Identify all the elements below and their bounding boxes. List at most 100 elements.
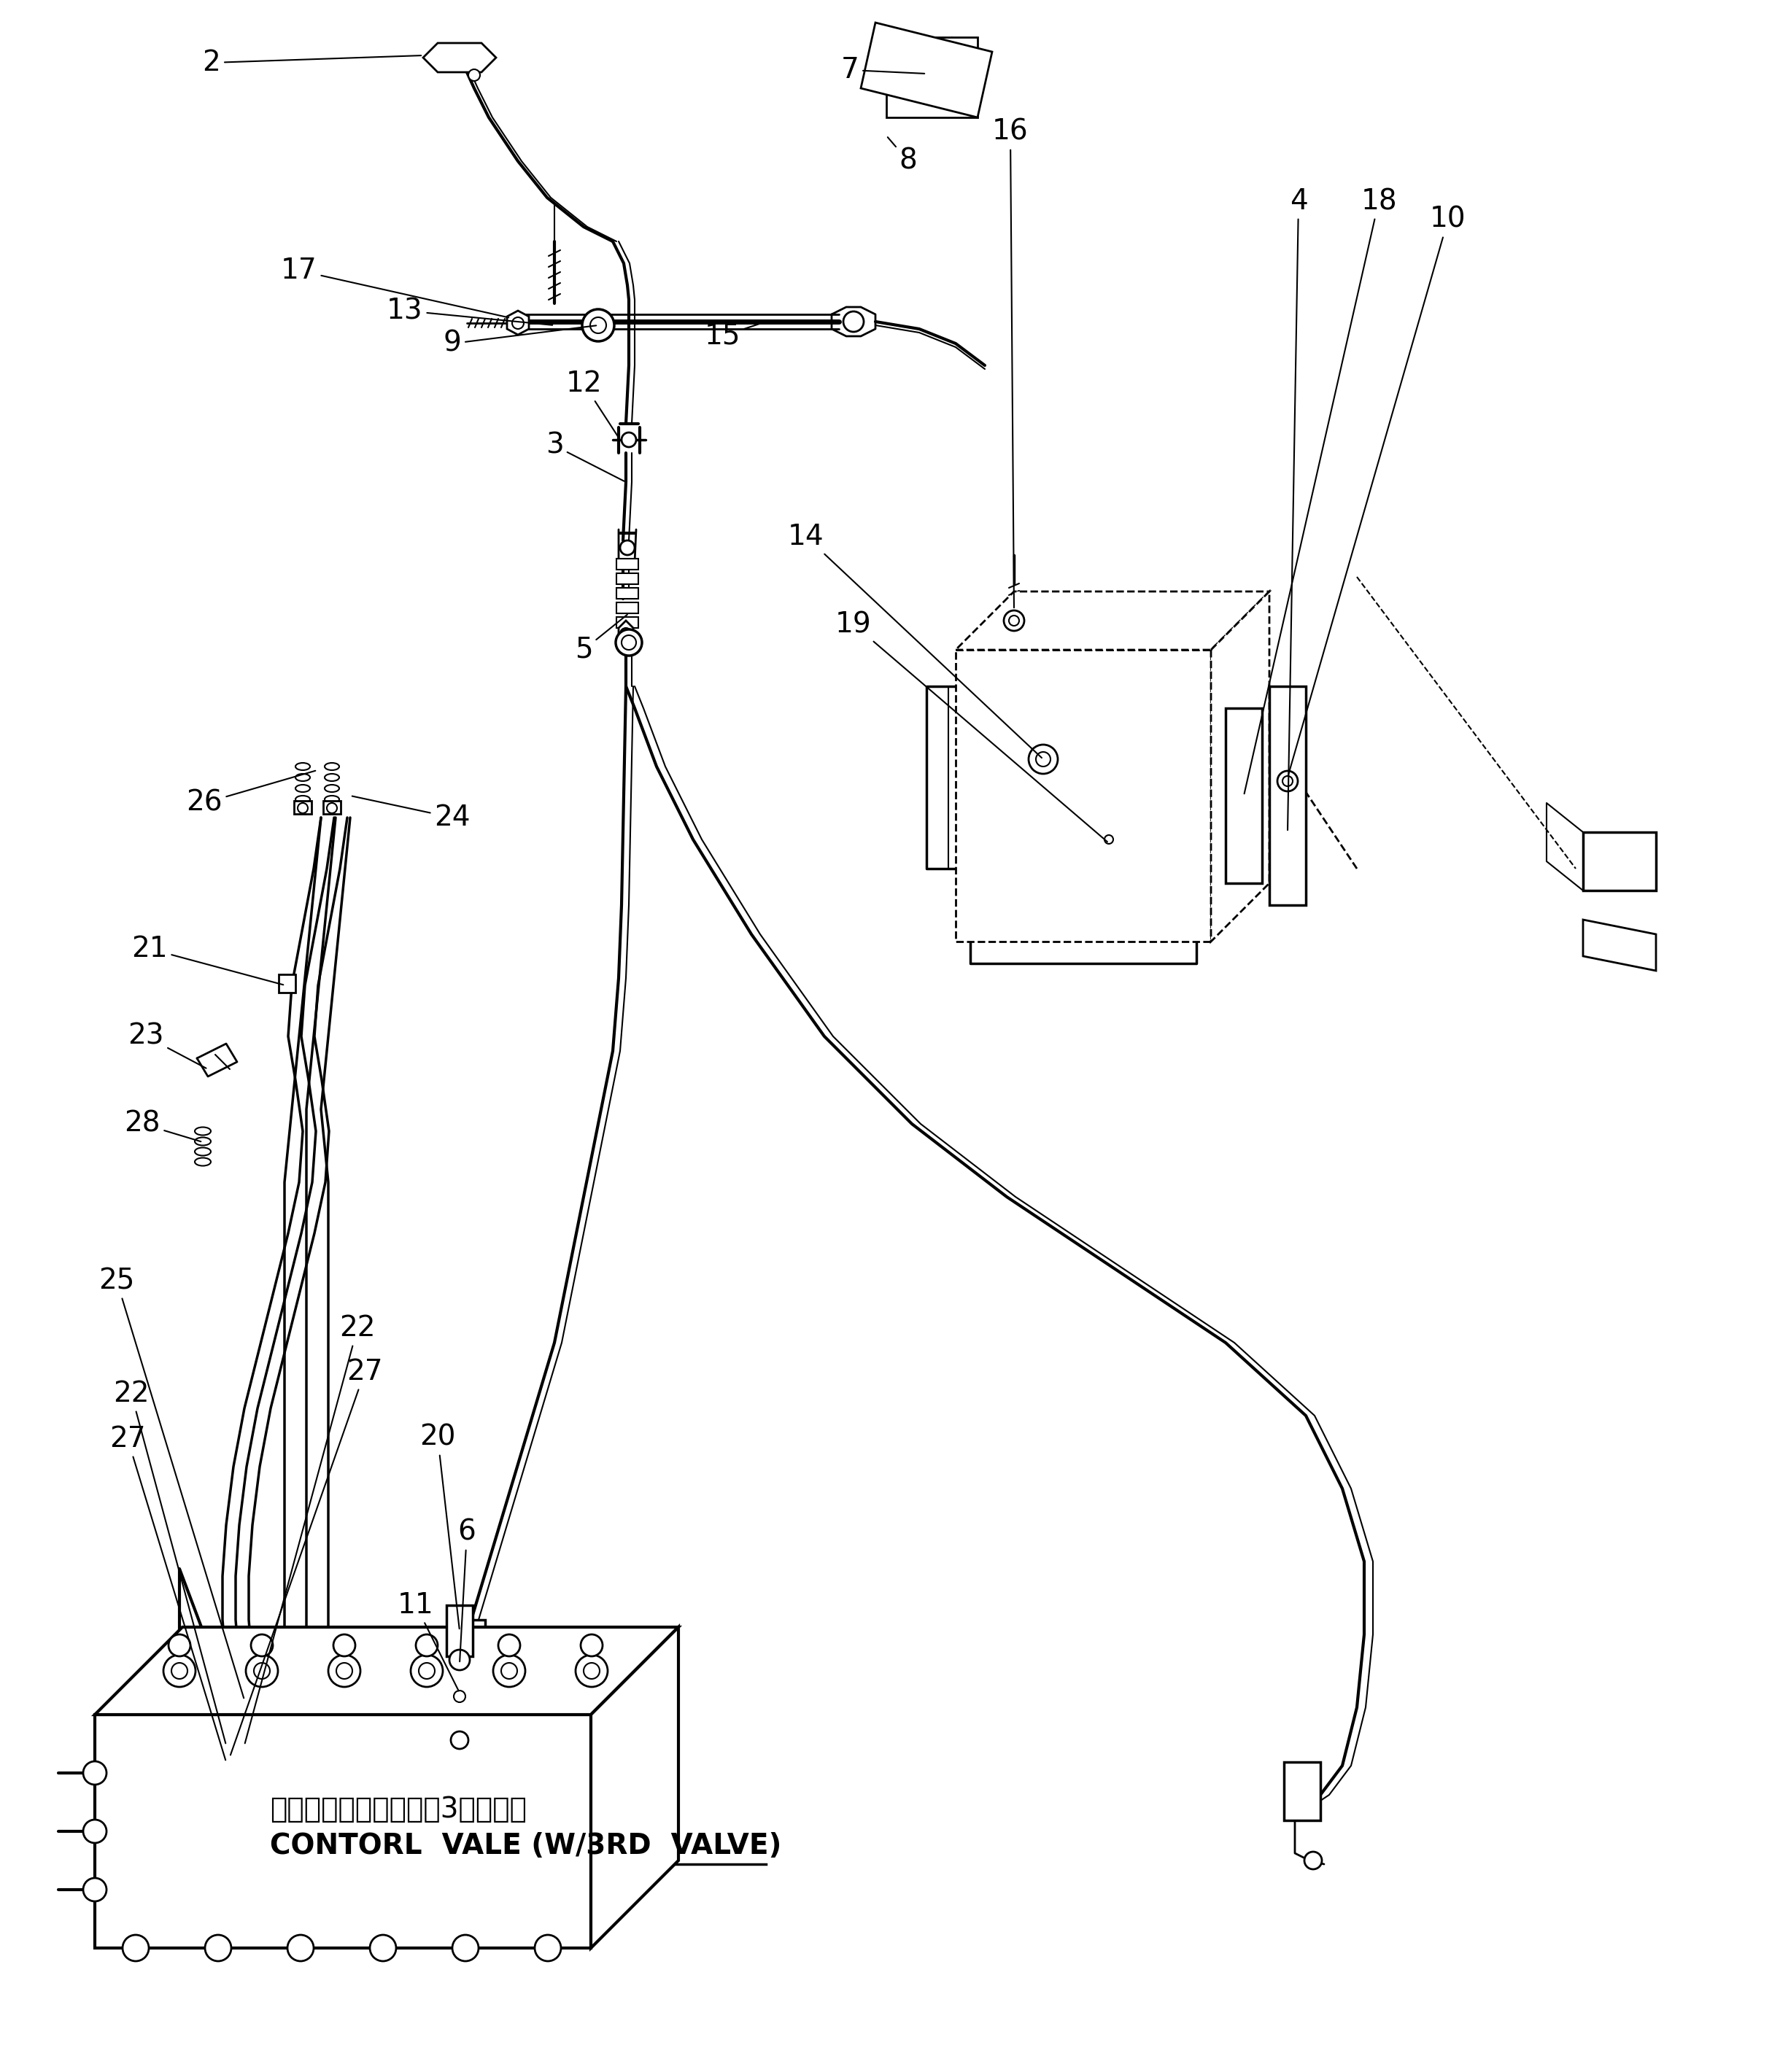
Ellipse shape xyxy=(295,796,310,804)
Circle shape xyxy=(493,1656,525,1687)
Text: 9: 9 xyxy=(443,325,596,356)
Circle shape xyxy=(84,1761,107,1784)
Text: CONTORL  VALE (W/3RD  VALVE): CONTORL VALE (W/3RD VALVE) xyxy=(271,1832,781,1861)
Polygon shape xyxy=(235,1689,253,1711)
Circle shape xyxy=(255,1664,271,1678)
Circle shape xyxy=(255,1716,271,1730)
Circle shape xyxy=(84,1819,107,1842)
Ellipse shape xyxy=(194,1148,210,1156)
Text: 22: 22 xyxy=(246,1314,376,1743)
Circle shape xyxy=(217,1728,235,1745)
Circle shape xyxy=(244,1755,251,1761)
Text: 22: 22 xyxy=(114,1380,226,1743)
Polygon shape xyxy=(449,1780,477,1798)
Circle shape xyxy=(246,1656,278,1687)
Circle shape xyxy=(328,804,336,812)
Text: 10: 10 xyxy=(1289,205,1467,775)
Polygon shape xyxy=(619,622,634,646)
Text: 7: 7 xyxy=(840,56,924,83)
Circle shape xyxy=(411,1656,443,1687)
Circle shape xyxy=(1282,777,1292,785)
Circle shape xyxy=(580,1635,603,1656)
Circle shape xyxy=(619,628,632,640)
Circle shape xyxy=(240,1738,249,1749)
Text: 15: 15 xyxy=(705,323,764,350)
Circle shape xyxy=(123,1935,150,1960)
Bar xyxy=(294,800,312,814)
Polygon shape xyxy=(956,591,1269,651)
Text: 13: 13 xyxy=(386,296,552,325)
Circle shape xyxy=(591,317,607,334)
Text: 27: 27 xyxy=(230,1357,383,1755)
Text: 21: 21 xyxy=(132,934,283,984)
Circle shape xyxy=(237,1709,251,1724)
Ellipse shape xyxy=(295,762,310,771)
Circle shape xyxy=(468,68,481,81)
Text: 14: 14 xyxy=(789,522,1041,758)
Circle shape xyxy=(328,1656,360,1687)
Polygon shape xyxy=(886,37,977,118)
Bar xyxy=(447,1606,473,1656)
Polygon shape xyxy=(94,1627,678,1716)
Circle shape xyxy=(235,1734,253,1753)
Text: 27: 27 xyxy=(110,1426,226,1759)
Circle shape xyxy=(240,1765,249,1774)
Text: 17: 17 xyxy=(281,257,509,317)
Circle shape xyxy=(171,1664,187,1678)
Circle shape xyxy=(498,1635,520,1656)
Circle shape xyxy=(450,1732,468,1749)
Ellipse shape xyxy=(324,762,340,771)
Ellipse shape xyxy=(194,1158,210,1167)
Circle shape xyxy=(844,311,863,332)
Polygon shape xyxy=(862,23,991,118)
Text: 6: 6 xyxy=(457,1519,475,1662)
Polygon shape xyxy=(1582,833,1655,891)
Polygon shape xyxy=(449,1736,477,1755)
Bar xyxy=(456,1620,486,1664)
Bar xyxy=(616,588,639,599)
Polygon shape xyxy=(424,44,497,73)
Circle shape xyxy=(417,1635,438,1656)
Polygon shape xyxy=(1582,920,1655,970)
Text: コントロールバルブ（3ヽ付き）: コントロールバルブ（3ヽ付き） xyxy=(271,1796,527,1823)
Polygon shape xyxy=(1210,591,1269,941)
Bar xyxy=(616,574,639,584)
Ellipse shape xyxy=(324,785,340,792)
Ellipse shape xyxy=(295,785,310,792)
Polygon shape xyxy=(507,311,529,336)
Circle shape xyxy=(336,1664,352,1678)
Circle shape xyxy=(370,1935,397,1960)
Circle shape xyxy=(84,1877,107,1902)
Polygon shape xyxy=(1269,686,1307,905)
Circle shape xyxy=(235,1761,253,1778)
Circle shape xyxy=(619,541,635,555)
Circle shape xyxy=(449,1649,470,1670)
Text: 25: 25 xyxy=(98,1266,244,1699)
Circle shape xyxy=(454,1691,465,1703)
Polygon shape xyxy=(591,1627,678,1948)
Bar xyxy=(324,800,340,814)
Text: 18: 18 xyxy=(1244,186,1397,794)
Bar xyxy=(616,603,639,613)
Circle shape xyxy=(534,1935,561,1960)
Text: 26: 26 xyxy=(187,771,315,816)
Text: 20: 20 xyxy=(420,1423,459,1629)
Text: 11: 11 xyxy=(397,1591,459,1691)
Text: 19: 19 xyxy=(835,611,1107,841)
Polygon shape xyxy=(94,1716,591,1948)
Text: 28: 28 xyxy=(125,1111,201,1142)
Circle shape xyxy=(1009,615,1020,626)
Polygon shape xyxy=(255,1697,271,1718)
Text: 8: 8 xyxy=(888,137,917,174)
Circle shape xyxy=(333,1635,356,1656)
Circle shape xyxy=(219,1701,233,1716)
Circle shape xyxy=(584,1664,600,1678)
Ellipse shape xyxy=(194,1127,210,1135)
Circle shape xyxy=(222,1732,231,1740)
Polygon shape xyxy=(279,974,295,992)
Text: 23: 23 xyxy=(128,1021,206,1069)
Circle shape xyxy=(1004,611,1023,630)
Ellipse shape xyxy=(194,1138,210,1146)
Circle shape xyxy=(1029,744,1057,773)
Circle shape xyxy=(582,309,614,342)
